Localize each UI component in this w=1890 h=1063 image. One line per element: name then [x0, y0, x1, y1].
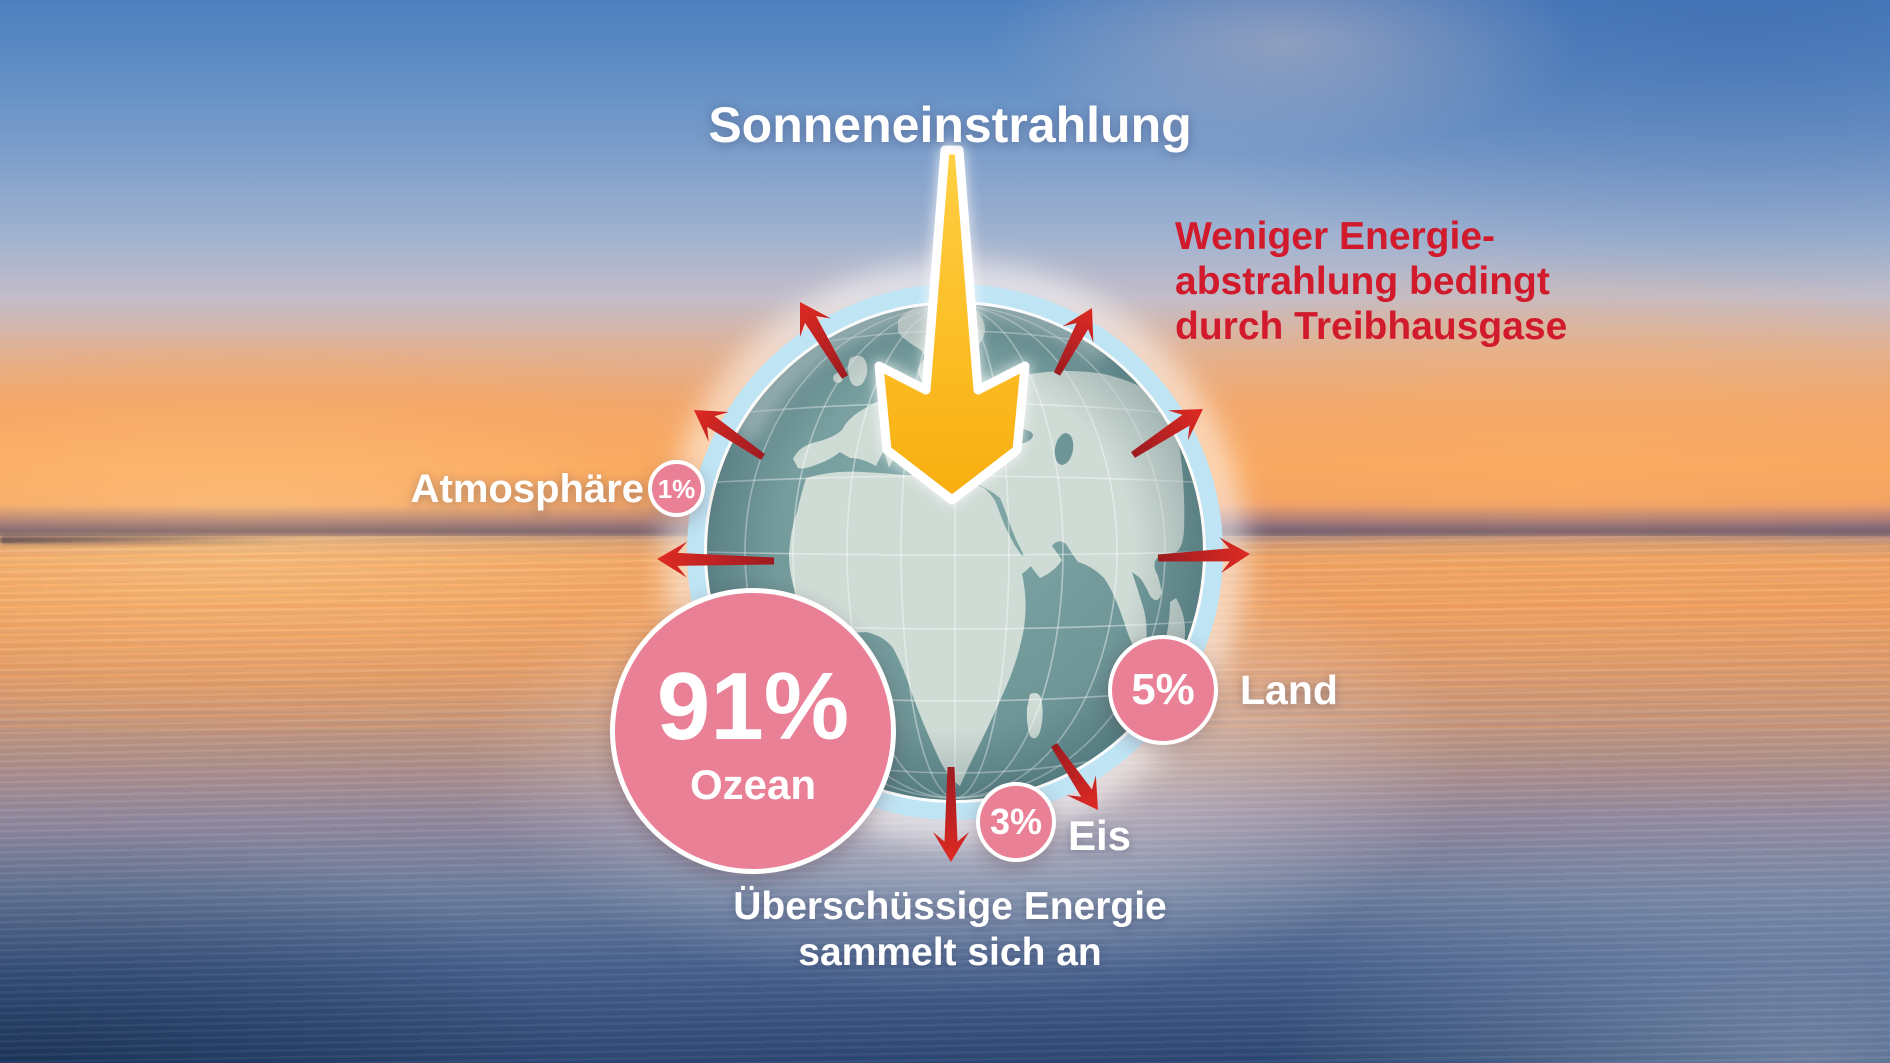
heat-arrow-icon	[694, 410, 765, 460]
excess-energy-note-line: Überschüssige Energie	[733, 885, 1167, 928]
ocean-share-bubble: 91% Ozean	[610, 588, 896, 874]
land-share-value: 5%	[1131, 665, 1195, 714]
page-title: Sonneneinstrahlung	[708, 97, 1192, 153]
heat-radiation-arrows	[657, 302, 1250, 862]
ice-label: Eis	[1068, 812, 1132, 859]
excess-energy-note: Überschüssige Energie sammelt sich an	[550, 884, 1350, 976]
atmosphere-share-value: 1%	[657, 473, 696, 504]
greenhouse-note-line: abstrahlung bedingt	[1175, 260, 1550, 303]
excess-energy-note-line: sammelt sich an	[798, 931, 1102, 974]
ice-share-bubble: 3%	[976, 782, 1056, 862]
heat-arrow-icon	[1053, 308, 1094, 376]
heat-arrow-icon	[933, 767, 969, 862]
atmosphere-share-bubble: 1%	[648, 460, 705, 517]
heat-arrow-icon	[1131, 409, 1203, 458]
heat-arrow-icon	[657, 541, 775, 578]
sun-radiation-arrow-icon	[874, 145, 1030, 505]
greenhouse-note: Weniger Energie- abstrahlung bedingt dur…	[1175, 214, 1567, 349]
heat-arrow-icon	[1051, 743, 1098, 810]
heat-arrow-icon	[800, 302, 849, 379]
land-share-bubble: 5%	[1108, 635, 1218, 745]
greenhouse-note-line: durch Treibhausgase	[1175, 305, 1568, 348]
ice-share-value: 3%	[989, 801, 1043, 842]
greenhouse-note-line: Weniger Energie-	[1175, 215, 1496, 258]
distant-shore	[0, 536, 300, 544]
land-label: Land	[1240, 667, 1338, 713]
ocean-share-value: 91%	[656, 653, 850, 760]
ocean-share-label: Ozean	[689, 761, 817, 808]
atmosphere-label: Atmosphäre	[410, 467, 644, 511]
heat-arrow-icon	[1157, 537, 1250, 574]
